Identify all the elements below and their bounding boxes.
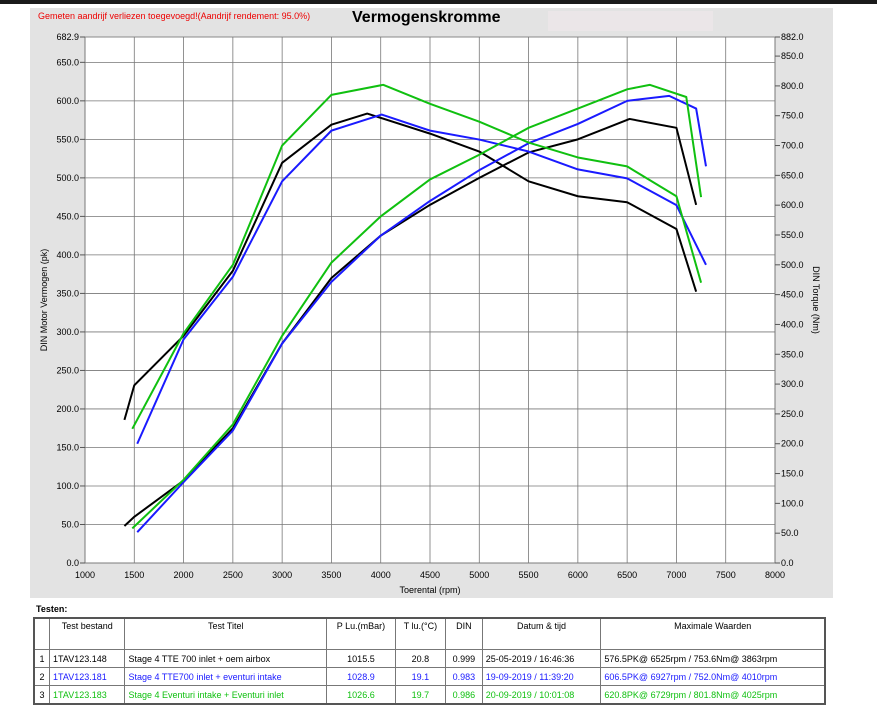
y2-tick-label: 600.0 xyxy=(781,200,804,210)
x-tick-label: 2000 xyxy=(174,570,194,580)
table-cell: 0.999 xyxy=(445,649,483,668)
table-cell: 1015.5 xyxy=(326,649,396,668)
y2-tick-label: 750.0 xyxy=(781,111,804,121)
y2-tick-label: 882.0 xyxy=(781,32,804,42)
y2-axis-label: DIN Torque (Nm) xyxy=(811,266,821,334)
x-tick-label: 7000 xyxy=(666,570,686,580)
x-tick-label: 4000 xyxy=(371,570,391,580)
title-blank-block xyxy=(548,11,713,31)
y2-tick-label: 500.0 xyxy=(781,260,804,270)
table-cell: Stage 4 TTE 700 inlet + oem airbox xyxy=(124,649,328,668)
table-cell: 1028.9 xyxy=(326,667,396,686)
y-tick-label: 400.0 xyxy=(56,250,79,260)
x-tick-label: 5000 xyxy=(469,570,489,580)
y2-tick-label: 350.0 xyxy=(781,349,804,359)
power-torque-chart: 1000 1500 2000 2500 3000 3500 4000 4500 5000 5500… xyxy=(39,32,821,595)
y2-tick-label: 200.0 xyxy=(781,439,804,449)
column-header: Test bestand xyxy=(49,617,126,650)
x-tick-label: 8000 xyxy=(765,570,785,580)
table-cell: 19-09-2019 / 11:39:20 xyxy=(481,667,602,686)
y-tick-label: 550.0 xyxy=(56,134,79,144)
y2-tick-label: 700.0 xyxy=(781,141,804,151)
table-cell: 2 xyxy=(33,667,51,686)
x-tick-label: 6000 xyxy=(568,570,588,580)
column-header: Maximale Waarden xyxy=(600,617,826,650)
y-tick-label: 350.0 xyxy=(56,288,79,298)
y2-tick-label: 400.0 xyxy=(781,319,804,329)
y-tick-label: 200.0 xyxy=(56,404,79,414)
y2-tick-label: 0.0 xyxy=(781,558,794,568)
table-row[interactable]: 1 1TAV123.148 Stage 4 TTE 700 inlet + oem … xyxy=(33,649,826,668)
table-cell: Stage 4 TTE700 inlet + eventuri intake xyxy=(124,667,328,686)
x-tick-label: 1000 xyxy=(75,570,95,580)
y-tick-label: 682.9 xyxy=(56,32,79,42)
y-tick-label: 650.0 xyxy=(56,57,79,67)
y2-tick-label: 650.0 xyxy=(781,170,804,180)
y-tick-label: 600.0 xyxy=(56,96,79,106)
y2-tick-label: 450.0 xyxy=(781,290,804,300)
x-tick-label: 7500 xyxy=(716,570,736,580)
table-cell: 1 xyxy=(33,649,51,668)
drivetrain-loss-note: Gemeten aandrijf verliezen toegevoegd!(A… xyxy=(38,11,311,21)
y-tick-label: 100.0 xyxy=(56,481,79,491)
series-line-torque-0 xyxy=(123,112,698,421)
table-cell: 576.5PK@ 6525rpm / 753.6Nm@ 3863rpm xyxy=(600,649,826,668)
y-tick-label: 50.0 xyxy=(61,519,79,529)
y2-tick-label: 100.0 xyxy=(781,498,804,508)
y2-tick-label: 850.0 xyxy=(781,51,804,61)
window-top-bar xyxy=(0,0,877,4)
column-header: T lu.(°C) xyxy=(394,617,447,650)
y-tick-label: 150.0 xyxy=(56,442,79,452)
series-line-power-1 xyxy=(136,94,707,533)
x-tick-label: 3500 xyxy=(321,570,341,580)
y2-tick-label: 150.0 xyxy=(781,469,804,479)
y-tick-label: 450.0 xyxy=(56,211,79,221)
x-tick-label: 2500 xyxy=(223,570,243,580)
y2-tick-label: 300.0 xyxy=(781,379,804,389)
chart-title: Vermogenskromme xyxy=(352,9,501,26)
column-header: DIN xyxy=(445,617,483,650)
table-cell: 19.1 xyxy=(394,667,447,686)
y-tick-label: 500.0 xyxy=(56,173,79,183)
table-cell: 25-05-2019 / 16:46:36 xyxy=(481,649,602,668)
tests-table: Test bestand Test Titel P Lu.(mBar) T lu.(°… xyxy=(33,617,826,705)
y2-tick-label: 550.0 xyxy=(781,230,804,240)
table-cell: 0.983 xyxy=(445,667,483,686)
y2-tick-label: 250.0 xyxy=(781,409,804,419)
column-header: Test Titel xyxy=(124,617,328,650)
column-header xyxy=(33,617,51,650)
y2-tick-label: 800.0 xyxy=(781,81,804,91)
y-tick-label: 300.0 xyxy=(56,327,79,337)
x-axis-label: Toerental (rpm) xyxy=(399,585,460,595)
table-row[interactable]: 2 1TAV123.181 Stage 4 TTE700 inlet + event… xyxy=(33,667,826,686)
series-line-torque-2 xyxy=(131,83,703,430)
x-tick-label: 4500 xyxy=(420,570,440,580)
table-cell: 1TAV123.181 xyxy=(49,667,126,686)
y2-tick-label: 50.0 xyxy=(781,528,799,538)
tests-label: Testen: xyxy=(36,604,68,614)
y-tick-label: 0.0 xyxy=(66,558,79,568)
table-cell: 1TAV123.148 xyxy=(49,649,126,668)
y-axis-label: DIN Motor Vermogen (pk) xyxy=(39,249,49,352)
series-line-torque-1 xyxy=(136,113,707,445)
table-cell: 606.5PK@ 6927rpm / 752.0Nm@ 4010rpm xyxy=(600,667,826,686)
table-cell: 20.8 xyxy=(394,649,447,668)
x-tick-label: 5500 xyxy=(519,570,539,580)
column-header: P Lu.(mBar) xyxy=(326,617,396,650)
x-tick-label: 3000 xyxy=(272,570,292,580)
series-line-power-2 xyxy=(131,83,703,530)
x-tick-label: 1500 xyxy=(124,570,144,580)
x-tick-label: 6500 xyxy=(617,570,637,580)
column-header: Datum & tijd xyxy=(481,617,602,650)
y-tick-label: 250.0 xyxy=(56,365,79,375)
